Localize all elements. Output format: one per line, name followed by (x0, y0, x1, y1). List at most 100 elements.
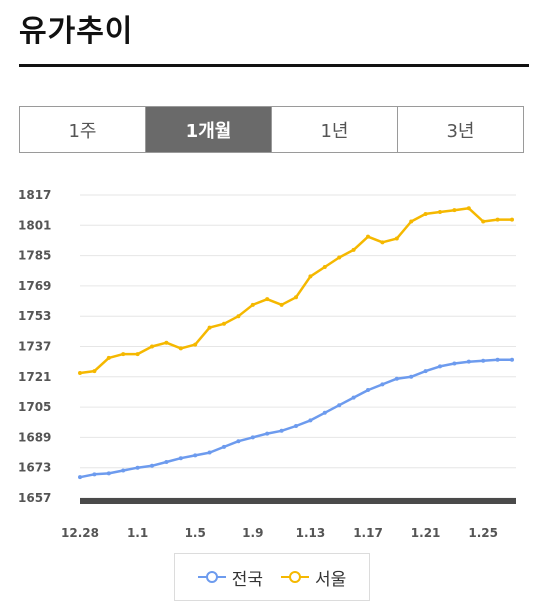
legend-item-seoul: 서울 (281, 565, 346, 590)
data-point (351, 395, 356, 400)
data-point (222, 321, 226, 326)
data-point (78, 371, 82, 376)
series-line (79, 358, 512, 479)
data-point (294, 424, 298, 429)
data-point (121, 468, 126, 473)
data-point (351, 247, 356, 252)
tab-1-week[interactable]: 1주 (20, 107, 146, 152)
data-point (92, 369, 97, 374)
data-point (250, 435, 255, 440)
data-point (279, 428, 284, 433)
x-tick-label: 1.25 (468, 526, 498, 540)
data-point (121, 352, 126, 357)
data-point (150, 463, 154, 468)
tab-1-month[interactable]: 1개월 (146, 107, 272, 152)
x-tick-label: 12.28 (61, 526, 99, 540)
data-point (466, 206, 471, 211)
data-point (92, 472, 97, 477)
x-tick-label: 1.1 (127, 526, 148, 540)
data-point (481, 219, 486, 224)
data-point (366, 234, 370, 239)
data-point (207, 325, 212, 330)
data-point (380, 240, 385, 245)
y-tick-label: 1801 (18, 218, 51, 232)
data-point (178, 346, 183, 351)
x-tick-label: 1.13 (296, 526, 326, 540)
data-point (452, 361, 457, 366)
page-title: 유가추이 (19, 14, 134, 49)
data-point (452, 208, 457, 213)
data-point (106, 355, 111, 360)
data-point (337, 403, 342, 408)
tab-1-year[interactable]: 1년 (272, 107, 398, 152)
y-tick-label: 1721 (18, 370, 51, 384)
data-point (135, 352, 140, 357)
y-axis-ticks: 1817 1801 1785 1769 1753 1737 1721 1705 1689 1673… (18, 188, 51, 505)
data-point (308, 418, 313, 423)
price-trend-chart: 1817 1801 1785 1769 1753 1737 1721 1705 1689 1673… (18, 188, 516, 540)
series-national (78, 357, 514, 480)
data-point (279, 302, 284, 307)
x-axis-bar (80, 498, 516, 504)
data-point (106, 471, 111, 476)
data-point (337, 255, 342, 260)
data-point (222, 444, 226, 449)
legend-label-seoul: 서울 (315, 569, 347, 590)
data-point (236, 439, 241, 444)
tab-3-year[interactable]: 3년 (446, 120, 475, 142)
data-point (481, 358, 486, 363)
title-divider (19, 64, 529, 67)
data-point (135, 465, 140, 470)
y-tick-label: 1689 (18, 430, 51, 444)
data-point (265, 297, 270, 302)
data-point (265, 431, 270, 436)
data-point (438, 210, 442, 215)
data-point (438, 364, 442, 369)
y-tick-label: 1753 (18, 309, 51, 323)
data-point (380, 382, 385, 387)
x-tick-label: 1.5 (185, 526, 206, 540)
data-point (423, 369, 428, 374)
period-tabs: 1주 1개월 1년 3년 (19, 106, 524, 153)
data-point (510, 357, 514, 362)
data-point (466, 359, 471, 364)
data-point (207, 450, 212, 455)
data-point (78, 475, 82, 480)
data-point (322, 410, 327, 415)
y-tick-label: 1657 (18, 491, 51, 505)
legend-marker-seoul (281, 570, 309, 584)
data-point (409, 374, 414, 379)
y-tick-label: 1673 (18, 461, 51, 475)
data-point (193, 453, 198, 458)
data-point (394, 376, 399, 381)
data-point (308, 274, 313, 279)
data-point (236, 314, 241, 319)
data-point (409, 219, 414, 224)
chart-series (78, 206, 514, 480)
data-point (322, 264, 327, 269)
data-point (164, 460, 169, 465)
legend-label-national: 전국 (231, 569, 263, 590)
data-point (495, 217, 500, 222)
x-tick-label: 1.21 (411, 526, 441, 540)
x-tick-label: 1.17 (353, 526, 383, 540)
y-tick-label: 1785 (18, 249, 51, 263)
x-tick-label: 1.9 (242, 526, 263, 540)
data-point (178, 456, 183, 461)
data-point (495, 357, 500, 362)
data-point (394, 236, 399, 241)
series-line (79, 207, 512, 375)
chart-gridlines (80, 194, 516, 499)
y-tick-label: 1737 (18, 340, 51, 354)
legend-marker-national (197, 570, 226, 584)
data-point (366, 388, 370, 393)
data-point (164, 340, 169, 345)
data-point (150, 344, 154, 349)
y-tick-label: 1705 (18, 400, 51, 414)
data-point (423, 211, 428, 216)
chart-legend: 전국 서울 (174, 553, 370, 601)
data-point (510, 217, 514, 222)
y-tick-label: 1817 (18, 188, 51, 202)
data-point (250, 302, 255, 307)
x-axis-ticks: 12.28 1.1 1.5 1.9 1.13 1.17 1.21 1.25 (61, 526, 498, 540)
